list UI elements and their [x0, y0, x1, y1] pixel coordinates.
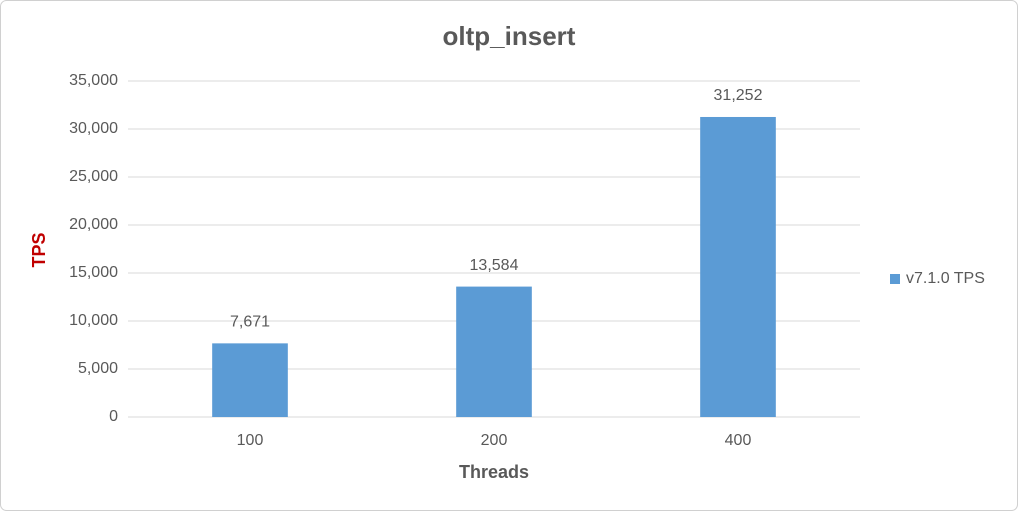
y-tick-label: 10,000 — [69, 312, 118, 329]
y-tick-label: 35,000 — [69, 72, 118, 89]
data-label: 31,252 — [714, 87, 763, 104]
x-tick-label: 200 — [481, 432, 508, 449]
data-label: 7,671 — [230, 314, 270, 331]
data-label: 13,584 — [470, 257, 519, 274]
y-tick-label: 15,000 — [69, 264, 118, 281]
bar — [456, 286, 532, 417]
legend-label: v7.1.0 TPS — [906, 270, 985, 287]
y-tick-label: 30,000 — [69, 120, 118, 137]
x-axis-label: Threads — [459, 462, 529, 482]
x-tick-label: 400 — [725, 432, 752, 449]
y-axis-label: TPS — [29, 232, 49, 267]
y-tick-label: 0 — [109, 408, 118, 425]
x-tick-label: 100 — [237, 432, 264, 449]
y-tick-label: 5,000 — [78, 360, 118, 377]
legend-swatch — [890, 274, 900, 284]
bar — [700, 116, 776, 417]
chart-title: oltp_insert — [443, 21, 576, 51]
y-tick-label: 20,000 — [69, 216, 118, 233]
y-tick-label: 25,000 — [69, 168, 118, 185]
bar — [212, 343, 288, 417]
